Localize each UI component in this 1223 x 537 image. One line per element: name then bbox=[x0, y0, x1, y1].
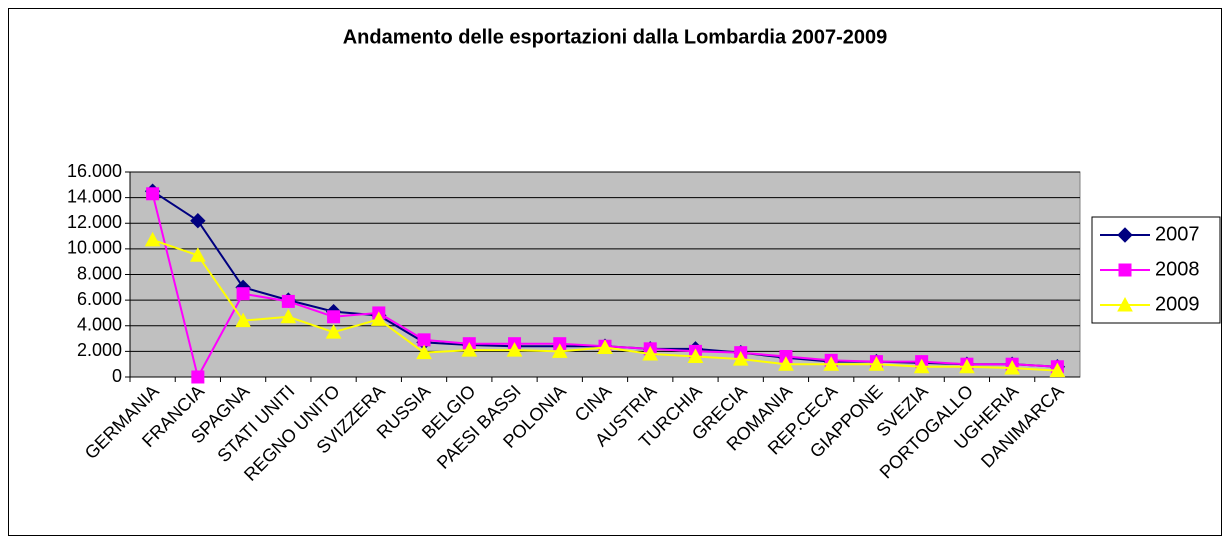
y-tick-label: 12.000 bbox=[67, 212, 122, 232]
marker-triangle bbox=[868, 356, 885, 371]
marker-triangle bbox=[959, 358, 975, 374]
marker-triangle bbox=[551, 343, 568, 358]
marker-triangle bbox=[687, 348, 704, 363]
marker-triangle bbox=[506, 342, 523, 357]
marker-square bbox=[327, 310, 341, 324]
marker-square bbox=[191, 370, 205, 384]
marker-triangle bbox=[642, 345, 659, 361]
marker-triangle bbox=[325, 324, 342, 339]
marker-triangle bbox=[913, 358, 930, 374]
marker-square bbox=[417, 333, 431, 347]
marker-triangle bbox=[235, 312, 251, 328]
marker-triangle bbox=[732, 351, 749, 366]
legend-label: 2008 bbox=[1155, 258, 1200, 280]
y-tick-label: 8.000 bbox=[77, 263, 122, 283]
y-tick-label: 2.000 bbox=[77, 340, 122, 360]
marker-triangle bbox=[144, 231, 161, 247]
marker-triangle bbox=[597, 339, 613, 355]
marker-square bbox=[281, 294, 295, 308]
marker-square bbox=[146, 187, 160, 201]
marker-triangle bbox=[190, 247, 206, 262]
marker-diamond bbox=[190, 212, 206, 229]
y-tick-label: 6.000 bbox=[77, 289, 122, 309]
chart-title: Andamento delle esportazioni dalla Lomba… bbox=[343, 26, 888, 48]
y-tick-label: 14.000 bbox=[67, 186, 122, 206]
y-tick-label: 16.000 bbox=[67, 161, 122, 181]
marker-triangle bbox=[823, 356, 840, 371]
marker-triangle bbox=[416, 344, 432, 360]
marker-triangle bbox=[370, 311, 387, 326]
legend-label: 2007 bbox=[1155, 223, 1200, 245]
marker-triangle bbox=[461, 342, 478, 357]
marker-triangle bbox=[280, 308, 297, 324]
marker-square bbox=[236, 287, 250, 301]
marker-triangle bbox=[778, 356, 794, 371]
y-tick-label: 10.000 bbox=[67, 238, 122, 258]
legend-label: 2009 bbox=[1155, 293, 1200, 315]
legend-marker bbox=[1117, 227, 1133, 243]
marker-triangle bbox=[1049, 362, 1066, 378]
legend-marker bbox=[1117, 296, 1133, 312]
y-tick-label: 4.000 bbox=[77, 315, 122, 335]
y-tick-label: 0 bbox=[112, 366, 122, 386]
marker-triangle bbox=[1004, 359, 1020, 375]
legend-marker bbox=[1118, 263, 1132, 277]
